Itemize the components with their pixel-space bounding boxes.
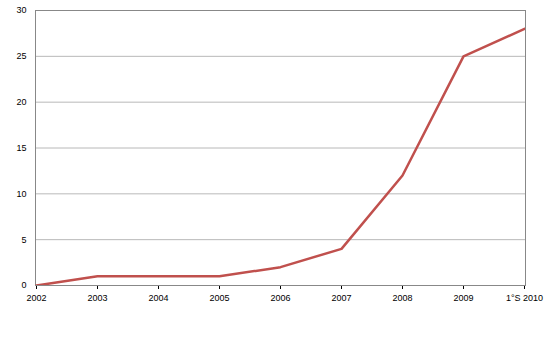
svg-text:2009: 2009 (453, 293, 473, 303)
svg-text:2008: 2008 (392, 293, 412, 303)
svg-text:0: 0 (21, 280, 26, 290)
svg-text:2002: 2002 (26, 293, 46, 303)
svg-text:2004: 2004 (148, 293, 168, 303)
svg-text:20: 20 (16, 97, 26, 107)
svg-text:2006: 2006 (270, 293, 290, 303)
svg-text:2003: 2003 (87, 293, 107, 303)
svg-text:2005: 2005 (209, 293, 229, 303)
svg-text:15: 15 (16, 143, 26, 153)
svg-text:30: 30 (16, 5, 26, 15)
svg-text:5: 5 (21, 235, 26, 245)
svg-text:1°S 2010: 1°S 2010 (506, 293, 543, 303)
svg-text:2007: 2007 (331, 293, 351, 303)
svg-text:10: 10 (16, 189, 26, 199)
svg-text:25: 25 (16, 51, 26, 61)
